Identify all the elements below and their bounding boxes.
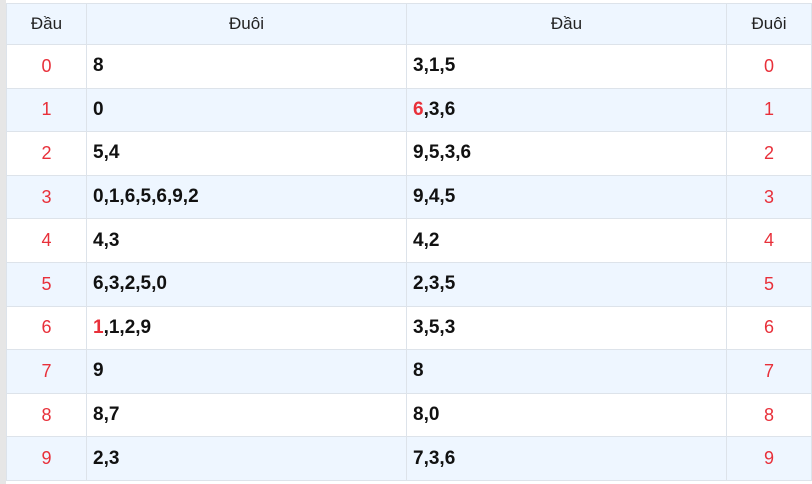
cell-text: 9 bbox=[93, 360, 104, 382]
loto-table: Đầu Đuôi Đầu Đuôi 0 8 3,1,5 0 1 0 6,3,6 1 2 5,4 9,… bbox=[6, 3, 812, 481]
cell-text: 1 bbox=[763, 99, 774, 120]
duoi-cell: 2,3 bbox=[86, 436, 407, 481]
duoi2-cell: 4 bbox=[726, 218, 812, 263]
duoi2-cell: 0 bbox=[726, 44, 812, 89]
duoi2-cell: 6 bbox=[726, 305, 812, 351]
cell-text: ,3,6 bbox=[423, 98, 456, 120]
cell-text: 2 bbox=[763, 142, 774, 163]
cell-text: 0,1,6,5,6,9,2 bbox=[93, 186, 199, 208]
cell-text: 7,3,6 bbox=[413, 447, 456, 469]
cell-text: 6,3,2,5,0 bbox=[93, 273, 167, 295]
dau-cell: 9 bbox=[6, 436, 87, 481]
table-row: 7 9 8 7 bbox=[6, 349, 812, 394]
duoi2-cell: 9 bbox=[726, 436, 812, 481]
dau2-cell: 7,3,6 bbox=[406, 436, 727, 481]
duoi2-cell: 7 bbox=[726, 349, 812, 394]
header-row: Đầu Đuôi Đầu Đuôi bbox=[6, 3, 812, 45]
cell-text: 5 bbox=[763, 273, 774, 294]
cell-text: 2,3 bbox=[93, 447, 120, 469]
cell-text: 4,3 bbox=[93, 229, 120, 251]
table-row: 4 4,3 4,2 4 bbox=[6, 218, 812, 263]
table-row: 6 1,1,2,9 3,5,3 6 bbox=[6, 305, 812, 351]
duoi-cell: 4,3 bbox=[86, 218, 407, 263]
cell-text: 8 bbox=[763, 404, 774, 425]
cell-text: 7 bbox=[763, 360, 774, 381]
cell-text: 2 bbox=[41, 142, 52, 163]
dau-cell: 2 bbox=[6, 131, 87, 176]
duoi2-cell: 3 bbox=[726, 174, 812, 220]
cell-text: ,1,2,9 bbox=[103, 316, 152, 338]
table-row: 3 0,1,6,5,6,9,2 9,4,5 3 bbox=[6, 174, 812, 220]
highlight-digit: 6 bbox=[413, 98, 424, 120]
cell-text: 2,3,5 bbox=[413, 273, 456, 295]
dau2-cell: 6,3,6 bbox=[406, 87, 727, 133]
table-row: 5 6,3,2,5,0 2,3,5 5 bbox=[6, 261, 812, 307]
dau-cell: 5 bbox=[6, 261, 87, 307]
duoi-cell: 5,4 bbox=[86, 131, 407, 176]
dau2-cell: 8,0 bbox=[406, 392, 727, 438]
duoi-cell: 1,1,2,9 bbox=[86, 305, 407, 351]
cell-text: 9 bbox=[763, 448, 774, 469]
dau2-cell: 3,1,5 bbox=[406, 44, 727, 89]
dau-cell: 3 bbox=[6, 174, 87, 220]
cell-text: 5,4 bbox=[93, 142, 120, 164]
cell-text: 4 bbox=[41, 230, 52, 251]
cell-text: 5 bbox=[41, 273, 52, 294]
cell-text: 8,0 bbox=[413, 404, 440, 426]
cell-text: 0 bbox=[93, 98, 104, 120]
duoi2-cell: 1 bbox=[726, 87, 812, 133]
dau2-cell: 2,3,5 bbox=[406, 261, 727, 307]
dau-cell: 0 bbox=[6, 44, 87, 89]
cell-text: 8 bbox=[41, 404, 52, 425]
cell-text: 6 bbox=[763, 317, 774, 338]
table-row: 9 2,3 7,3,6 9 bbox=[6, 436, 812, 481]
dau-cell: 6 bbox=[6, 305, 87, 351]
duoi-cell: 0,1,6,5,6,9,2 bbox=[86, 174, 407, 220]
cell-text: 3 bbox=[763, 186, 774, 207]
cell-text: 1 bbox=[41, 99, 52, 120]
cell-text: 3,5,3 bbox=[413, 316, 456, 338]
duoi-cell: 6,3,2,5,0 bbox=[86, 261, 407, 307]
left-edge bbox=[0, 0, 6, 484]
dau-cell: 8 bbox=[6, 392, 87, 438]
cell-text: 7 bbox=[41, 360, 52, 381]
highlight-digit: 1 bbox=[93, 316, 104, 338]
dau-cell: 4 bbox=[6, 218, 87, 263]
cell-text: 4 bbox=[763, 230, 774, 251]
cell-text: 8 bbox=[413, 360, 424, 382]
duoi-cell: 0 bbox=[86, 87, 407, 133]
dau-cell: 7 bbox=[6, 349, 87, 394]
table-row: 1 0 6,3,6 1 bbox=[6, 87, 812, 133]
cell-text: 9 bbox=[41, 448, 52, 469]
duoi-cell: 8 bbox=[86, 44, 407, 89]
duoi2-cell: 2 bbox=[726, 131, 812, 176]
dau2-cell: 9,4,5 bbox=[406, 174, 727, 220]
cell-text: 4,2 bbox=[413, 229, 440, 251]
table-row: 2 5,4 9,5,3,6 2 bbox=[6, 131, 812, 176]
table-row: 0 8 3,1,5 0 bbox=[6, 44, 812, 89]
header-dau-2: Đầu bbox=[406, 3, 727, 45]
cell-text: 8 bbox=[93, 55, 104, 77]
dau2-cell: 3,5,3 bbox=[406, 305, 727, 351]
dau-cell: 1 bbox=[6, 87, 87, 133]
cell-text: 6 bbox=[41, 317, 52, 338]
cell-text: 9,5,3,6 bbox=[413, 142, 472, 164]
header-duoi: Đuôi bbox=[86, 3, 407, 45]
dau2-cell: 9,5,3,6 bbox=[406, 131, 727, 176]
cell-text: 0 bbox=[41, 55, 52, 76]
dau2-cell: 8 bbox=[406, 349, 727, 394]
cell-text: 3 bbox=[41, 186, 52, 207]
duoi-cell: 9 bbox=[86, 349, 407, 394]
cell-text: 3,1,5 bbox=[413, 55, 456, 77]
header-dau: Đầu bbox=[6, 3, 87, 45]
duoi2-cell: 8 bbox=[726, 392, 812, 438]
cell-text: 8,7 bbox=[93, 404, 120, 426]
cell-text: 9,4,5 bbox=[413, 186, 456, 208]
dau2-cell: 4,2 bbox=[406, 218, 727, 263]
table-row: 8 8,7 8,0 8 bbox=[6, 392, 812, 438]
duoi-cell: 8,7 bbox=[86, 392, 407, 438]
cell-text: 0 bbox=[763, 55, 774, 76]
duoi2-cell: 5 bbox=[726, 261, 812, 307]
header-duoi-2: Đuôi bbox=[726, 3, 812, 45]
